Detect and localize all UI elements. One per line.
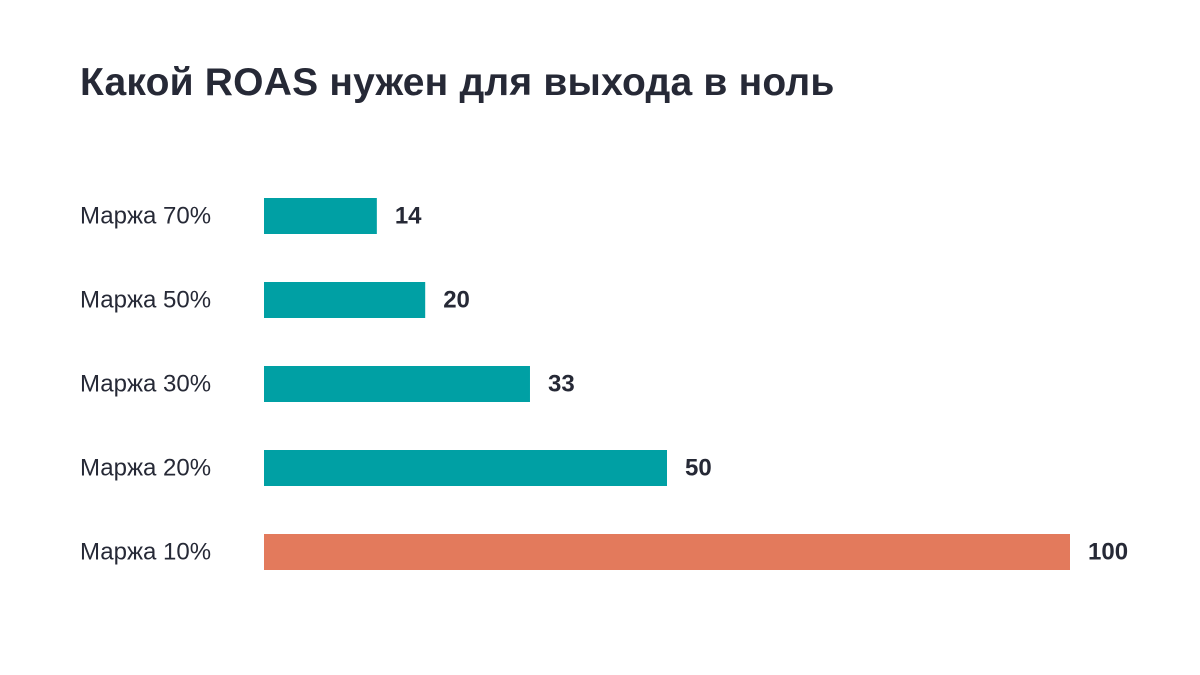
- value-label: 20: [443, 287, 470, 314]
- chart-title: Какой ROAS нужен для выхода в ноль: [80, 61, 835, 104]
- value-label: 14: [395, 203, 422, 230]
- category-label: Маржа 20%: [80, 455, 211, 482]
- bar: [264, 534, 1070, 570]
- bar: [264, 198, 377, 234]
- category-label: Маржа 50%: [80, 287, 211, 314]
- value-label: 100: [1088, 539, 1128, 566]
- category-label: Маржа 70%: [80, 203, 211, 230]
- category-label: Маржа 10%: [80, 539, 211, 566]
- category-label: Маржа 30%: [80, 371, 211, 398]
- value-label: 50: [685, 455, 712, 482]
- bar: [264, 366, 530, 402]
- bar: [264, 282, 426, 318]
- bars-layer: Маржа 70% 14 Маржа 50% 20 Маржа 30% 33 Маржа 2…: [80, 198, 1128, 570]
- bar: [264, 450, 667, 486]
- value-label: 33: [548, 371, 575, 398]
